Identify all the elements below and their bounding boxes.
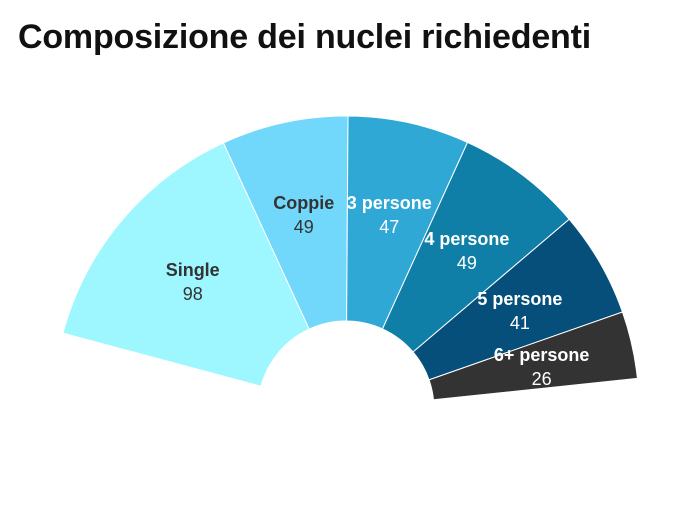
chart-title: Composizione dei nuclei richiedenti	[18, 18, 591, 56]
slice-value-single: 98	[183, 284, 203, 304]
slice-label-single: Single	[166, 260, 220, 280]
slice-4-persone	[381, 141, 570, 353]
slice-label-6plus-persone: 6+ persone	[494, 345, 590, 365]
slice-label-3-persone: 3 persone	[347, 193, 432, 213]
slice-label-coppie: Coppie	[273, 193, 334, 213]
slice-6plus-persone	[428, 311, 638, 401]
slice-coppie	[222, 115, 349, 330]
slice-value-4-persone: 49	[457, 253, 477, 273]
slice-value-coppie: 49	[294, 217, 314, 237]
slice-label-5-persone: 5 persone	[477, 289, 562, 309]
slice-value-6plus-persone: 26	[532, 369, 552, 389]
slice-value-3-persone: 47	[379, 217, 399, 237]
slice-single	[62, 142, 310, 387]
slice-value-5-persone: 41	[510, 313, 530, 333]
slice-label-4-persone: 4 persone	[424, 229, 509, 249]
